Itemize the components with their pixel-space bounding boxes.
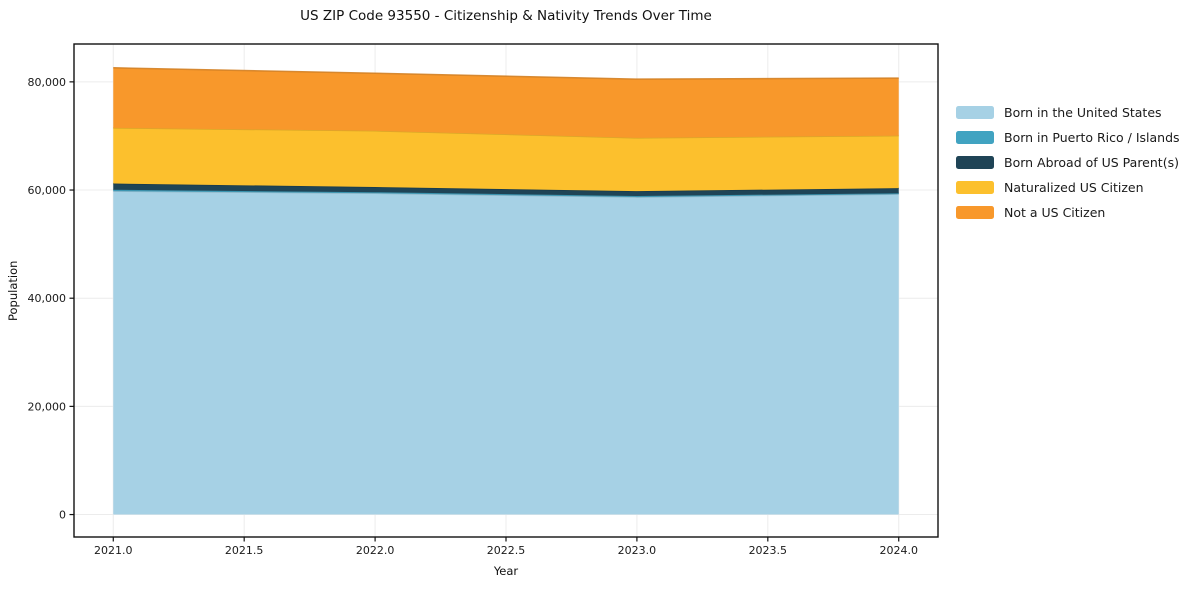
- x-axis-title: Year: [493, 564, 519, 578]
- y-tick-label: 80,000: [28, 76, 67, 89]
- legend-label: Not a US Citizen: [1004, 205, 1106, 220]
- area-series-not-a-us-citizen: [113, 67, 899, 138]
- legend-item-born-puerto-rico: Born in Puerto Rico / Islands: [956, 125, 1180, 150]
- legend-label: Born in Puerto Rico / Islands: [1004, 130, 1180, 145]
- legend-swatch-born-abroad: [956, 156, 994, 169]
- x-tick-label: 2023.5: [749, 544, 788, 557]
- chart-title: US ZIP Code 93550 - Citizenship & Nativi…: [300, 8, 712, 24]
- legend-swatch-born-puerto-rico: [956, 131, 994, 144]
- x-tick-label: 2021.0: [94, 544, 133, 557]
- y-tick-label: 60,000: [28, 184, 67, 197]
- area-series-born-in-the-united-states: [113, 191, 899, 515]
- area-top-edge: [113, 67, 899, 80]
- y-axis-title: Population: [6, 260, 20, 321]
- legend-swatch-not-citizen: [956, 206, 994, 219]
- x-tick-label: 2024.0: [879, 544, 918, 557]
- legend-item-not-citizen: Not a US Citizen: [956, 200, 1180, 225]
- x-tick-label: 2022.5: [487, 544, 526, 557]
- legend-swatch-born-in-us: [956, 106, 994, 119]
- legend-swatch-naturalized: [956, 181, 994, 194]
- y-tick-label: 20,000: [28, 400, 67, 413]
- x-tick-label: 2022.0: [356, 544, 395, 557]
- legend-label: Naturalized US Citizen: [1004, 180, 1144, 195]
- area-top-edge: [113, 190, 899, 198]
- area-series-naturalized-us-citizen: [113, 127, 899, 192]
- legend-item-born-abroad: Born Abroad of US Parent(s): [956, 150, 1180, 175]
- y-tick-label: 0: [59, 509, 66, 522]
- x-tick-label: 2021.5: [225, 544, 264, 557]
- legend-item-born-in-us: Born in the United States: [956, 100, 1180, 125]
- axes-frame: [73, 43, 939, 538]
- legend-item-naturalized: Naturalized US Citizen: [956, 175, 1180, 200]
- legend-label: Born in the United States: [1004, 105, 1162, 120]
- x-tick-label: 2023.0: [618, 544, 657, 557]
- legend-label: Born Abroad of US Parent(s): [1004, 155, 1179, 170]
- legend: Born in the United States Born in Puerto…: [956, 100, 1180, 225]
- y-tick-label: 40,000: [28, 292, 67, 305]
